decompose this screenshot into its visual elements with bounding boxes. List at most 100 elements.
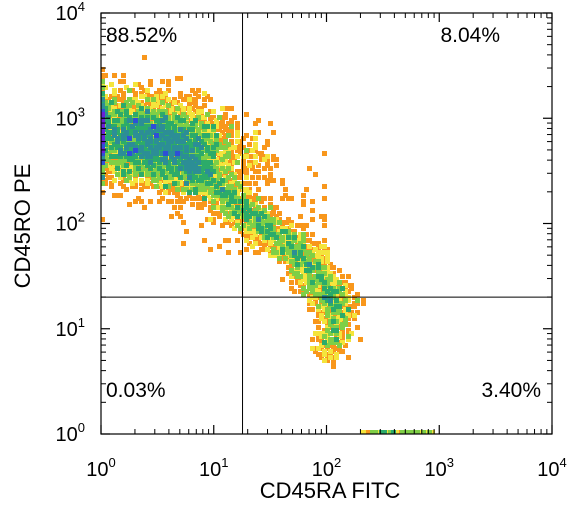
density-cell: [112, 103, 117, 108]
density-cell: [295, 250, 300, 255]
density-cell: [160, 169, 165, 174]
density-cell: [202, 139, 207, 144]
density-cell: [130, 169, 135, 174]
density-cell: [235, 193, 240, 198]
density-cell: [337, 310, 342, 315]
density-cell: [187, 172, 192, 177]
density-cell: [181, 157, 186, 162]
density-cell: [178, 91, 183, 96]
density-cell: [151, 157, 156, 162]
density-cell: [319, 283, 324, 288]
density-cell: [115, 118, 120, 123]
density-cell: [151, 175, 156, 180]
density-cell: [247, 199, 252, 204]
density-cell: [112, 160, 117, 165]
density-cell: [268, 217, 273, 222]
density-cell: [322, 247, 327, 252]
density-cell: [235, 184, 240, 189]
density-cell: [196, 88, 201, 93]
density-cell: [184, 160, 189, 165]
density-cell: [109, 166, 114, 171]
density-cell: [178, 115, 183, 120]
density-cell: [196, 157, 201, 162]
density-cell: [103, 166, 108, 171]
density-cell: [136, 136, 141, 141]
density-cell: [289, 286, 294, 291]
density-cell: [229, 139, 234, 144]
density-cell: [292, 235, 297, 240]
density-cell: [319, 280, 324, 285]
density-cell: [106, 121, 111, 126]
density-cell: [166, 145, 171, 150]
density-cell: [262, 241, 267, 246]
density-cell: [181, 166, 186, 171]
density-cell: [160, 172, 165, 177]
density-cell: [229, 208, 234, 213]
density-cell: [154, 145, 159, 150]
density-cell: [226, 130, 231, 135]
density-cell: [265, 241, 270, 246]
density-cell: [109, 157, 114, 162]
density-cloud: [101, 55, 435, 434]
density-cell: [238, 139, 243, 144]
density-cell: [130, 145, 135, 150]
density-cell: [175, 175, 180, 180]
density-cell: [340, 313, 345, 318]
density-cell: [184, 148, 189, 153]
density-cell: [310, 280, 315, 285]
density-cell: [220, 178, 225, 183]
density-cell: [118, 157, 123, 162]
density-cell: [283, 232, 288, 237]
density-cell: [109, 124, 114, 129]
density-cell: [139, 187, 144, 192]
density-cell: [319, 292, 324, 297]
density-cell: [142, 127, 147, 132]
density-cell: [190, 136, 195, 141]
density-cell: [334, 304, 339, 309]
density-cell: [178, 145, 183, 150]
density-cell: [199, 175, 204, 180]
density-cell: [235, 238, 240, 243]
density-cell: [208, 145, 213, 150]
density-cell: [157, 88, 162, 93]
density-cell: [241, 193, 246, 198]
density-cell: [292, 262, 297, 267]
density-cell: [184, 115, 189, 120]
density-cell: [160, 160, 165, 165]
density-cell: [166, 151, 171, 156]
density-cell: [103, 73, 108, 78]
density-cell: [106, 127, 111, 132]
density-cell: [271, 220, 276, 225]
density-cell: [145, 175, 150, 180]
density-cell: [223, 142, 228, 147]
density-cell: [229, 199, 234, 204]
density-cell: [142, 136, 147, 141]
density-cell: [121, 136, 126, 141]
density-cell: [154, 94, 159, 99]
density-cell: [313, 346, 318, 351]
density-cell: [388, 430, 393, 434]
density-cell: [250, 202, 255, 207]
density-cell: [103, 94, 108, 99]
density-cell: [103, 106, 108, 111]
density-cell: [232, 115, 237, 120]
x-tick-label: 102: [312, 455, 341, 481]
density-cell: [106, 169, 111, 174]
density-cell: [247, 187, 252, 192]
density-cell: [139, 94, 144, 99]
density-cell: [202, 169, 207, 174]
density-cell: [202, 166, 207, 171]
density-cell: [190, 178, 195, 183]
density-cell: [103, 142, 108, 147]
density-cell: [298, 253, 303, 258]
density-cell: [145, 142, 150, 147]
density-cell: [241, 199, 246, 204]
density-cell: [115, 130, 120, 135]
density-cell: [316, 259, 321, 264]
density-cell: [214, 211, 219, 216]
density-cell: [253, 130, 258, 135]
density-cell: [202, 97, 207, 102]
density-cell: [148, 157, 153, 162]
density-cell: [202, 130, 207, 135]
density-cell: [109, 118, 114, 123]
